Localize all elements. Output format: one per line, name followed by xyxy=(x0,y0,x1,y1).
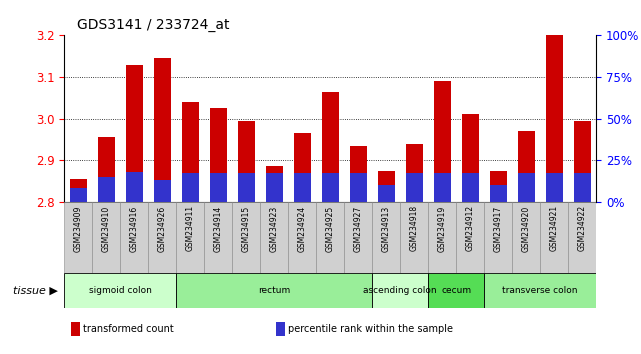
Text: GSM234914: GSM234914 xyxy=(213,205,222,252)
Bar xyxy=(428,273,484,308)
Bar xyxy=(484,202,512,273)
Bar xyxy=(181,102,199,202)
Bar xyxy=(126,172,142,202)
Bar xyxy=(238,173,254,202)
Text: GSM234909: GSM234909 xyxy=(74,205,83,252)
Bar xyxy=(378,171,394,202)
Bar xyxy=(154,180,171,202)
Bar xyxy=(545,173,563,202)
Bar xyxy=(350,173,367,202)
Bar xyxy=(97,177,115,202)
Bar xyxy=(512,202,540,273)
Bar xyxy=(406,173,422,202)
Bar xyxy=(120,202,148,273)
Bar xyxy=(181,173,199,202)
Bar xyxy=(545,35,563,202)
Bar xyxy=(294,133,310,202)
Bar xyxy=(518,131,535,202)
Bar xyxy=(568,202,596,273)
Text: ascending colon: ascending colon xyxy=(363,286,437,295)
Bar xyxy=(148,202,176,273)
Bar xyxy=(266,166,283,202)
Text: GSM234922: GSM234922 xyxy=(578,205,587,251)
Bar xyxy=(462,114,479,202)
Bar xyxy=(210,108,226,202)
Bar xyxy=(344,202,372,273)
Text: percentile rank within the sample: percentile rank within the sample xyxy=(288,324,453,334)
Bar xyxy=(64,202,92,273)
Bar xyxy=(434,81,451,202)
Text: GSM234923: GSM234923 xyxy=(270,205,279,252)
Bar xyxy=(484,273,596,308)
Text: GSM234910: GSM234910 xyxy=(102,205,111,252)
Bar xyxy=(176,202,204,273)
Text: transformed count: transformed count xyxy=(83,324,174,334)
Text: sigmoid colon: sigmoid colon xyxy=(88,286,151,295)
Bar xyxy=(372,273,428,308)
Bar xyxy=(266,173,283,202)
Bar xyxy=(574,121,590,202)
Bar xyxy=(372,202,400,273)
Bar xyxy=(406,143,422,202)
Bar xyxy=(400,202,428,273)
Bar xyxy=(204,202,232,273)
Bar xyxy=(70,179,87,202)
Bar xyxy=(322,92,338,202)
Bar xyxy=(97,137,115,202)
Text: transverse colon: transverse colon xyxy=(503,286,578,295)
Text: GSM234916: GSM234916 xyxy=(129,205,138,252)
Bar xyxy=(350,145,367,202)
Bar xyxy=(260,202,288,273)
Bar xyxy=(434,173,451,202)
Bar xyxy=(316,202,344,273)
Bar xyxy=(294,173,310,202)
Bar xyxy=(232,202,260,273)
Text: GDS3141 / 233724_at: GDS3141 / 233724_at xyxy=(77,18,229,32)
Bar xyxy=(518,173,535,202)
Bar xyxy=(126,64,142,202)
Bar xyxy=(92,202,120,273)
Bar xyxy=(154,58,171,202)
Bar xyxy=(288,202,316,273)
Bar xyxy=(70,188,87,202)
Bar xyxy=(428,202,456,273)
Text: GSM234925: GSM234925 xyxy=(326,205,335,252)
Bar xyxy=(238,121,254,202)
Text: GSM234924: GSM234924 xyxy=(297,205,306,252)
Bar xyxy=(462,173,479,202)
Text: GSM234913: GSM234913 xyxy=(381,205,390,252)
Text: GSM234927: GSM234927 xyxy=(354,205,363,252)
Text: cecum: cecum xyxy=(441,286,471,295)
Bar xyxy=(210,173,226,202)
Text: rectum: rectum xyxy=(258,286,290,295)
Bar xyxy=(378,185,394,202)
Bar xyxy=(322,173,338,202)
Text: GSM234917: GSM234917 xyxy=(494,205,503,252)
Bar xyxy=(540,202,568,273)
Bar xyxy=(456,202,484,273)
Text: GSM234911: GSM234911 xyxy=(186,205,195,251)
Text: tissue ▶: tissue ▶ xyxy=(13,285,58,295)
Text: GSM234926: GSM234926 xyxy=(158,205,167,252)
Text: GSM234918: GSM234918 xyxy=(410,205,419,251)
Text: GSM234921: GSM234921 xyxy=(549,205,558,251)
Text: GSM234919: GSM234919 xyxy=(438,205,447,252)
Bar xyxy=(490,171,506,202)
Text: GSM234915: GSM234915 xyxy=(242,205,251,252)
Text: GSM234912: GSM234912 xyxy=(465,205,474,251)
Bar xyxy=(176,273,372,308)
Bar xyxy=(574,173,590,202)
Bar xyxy=(490,185,506,202)
Text: GSM234920: GSM234920 xyxy=(522,205,531,252)
Bar xyxy=(64,273,176,308)
